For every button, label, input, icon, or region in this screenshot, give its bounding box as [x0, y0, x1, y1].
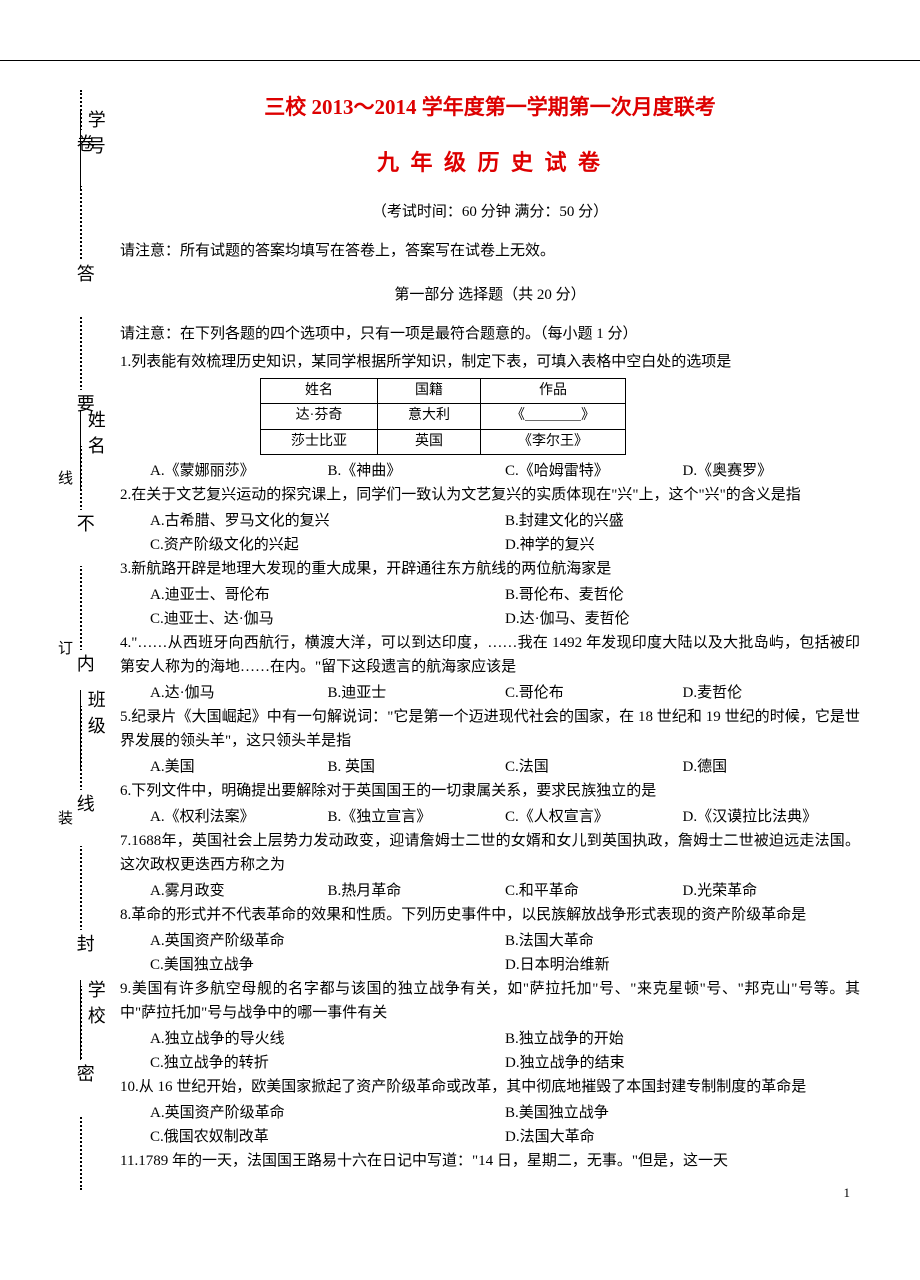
option: A.英国资产阶级革命 — [150, 929, 505, 953]
q4-options: A.达·伽马 B.迪亚士 C.哥伦布 D.麦哲伦 — [120, 681, 860, 705]
question-2: 2.在关于文艺复兴运动的探究课上，同学们一致认为文艺复兴的实质体现在"兴"上，这… — [120, 483, 860, 507]
exam-title: 三校 2013～2014 学年度第一学期第一次月度联考 — [120, 91, 860, 125]
q2-options: A.古希腊、罗马文化的复兴 B.封建文化的兴盛 C.资产阶级文化的兴起 D.神学… — [120, 509, 860, 557]
q9-options: A.独立战争的导火线 B.独立战争的开始 C.独立战争的转折 D.独立战争的结束 — [120, 1027, 860, 1075]
mid-char-2: 订 — [52, 640, 76, 663]
fold-label-7: 封 — [70, 930, 99, 986]
option: B. 英国 — [328, 755, 506, 779]
option: D.《汉谟拉比法典》 — [683, 805, 861, 829]
exam-info: （考试时间：60 分钟 满分：50 分） — [120, 200, 860, 224]
q1-table: 姓名 国籍 作品 达·芬奇 意大利 《＿＿＿＿》 莎士比亚 英国 《李尔王》 — [260, 378, 626, 455]
option: A.美国 — [150, 755, 328, 779]
option: D.光荣革命 — [683, 879, 861, 903]
field-student-id: 学号 — [30, 110, 110, 190]
exam-notice: 请注意：所有试题的答案均填写在答卷上，答案写在试卷上无效。 — [120, 239, 860, 263]
q10-options: A.英国资产阶级革命 B.美国独立战争 C.俄国农奴制改革 D.法国大革命 — [120, 1101, 860, 1149]
option: B.热月革命 — [328, 879, 506, 903]
option: C.美国独立战争 — [150, 953, 505, 977]
table-cell: 英国 — [378, 429, 481, 454]
q8-options: A.英国资产阶级革命 B.法国大革命 C.美国独立战争 D.日本明治维新 — [120, 929, 860, 977]
option: B.迪亚士 — [328, 681, 506, 705]
table-header: 国籍 — [378, 378, 481, 403]
option: D.法国大革命 — [505, 1125, 860, 1149]
option: B.《独立宣言》 — [328, 805, 506, 829]
option: B.封建文化的兴盛 — [505, 509, 860, 533]
option: C.《哈姆雷特》 — [505, 459, 683, 483]
table-cell: 意大利 — [378, 404, 481, 429]
table-header: 作品 — [481, 378, 626, 403]
option: A.《权利法案》 — [150, 805, 328, 829]
question-1: 1.列表能有效梳理历史知识，某同学根据所学知识，制定下表，可填入表格中空白处的选… — [120, 350, 860, 374]
option: D.德国 — [683, 755, 861, 779]
header-rule — [0, 60, 920, 61]
question-3: 3.新航路开辟是地理大发现的重大成果，开辟通往东方航线的两位航海家是 — [120, 557, 860, 581]
table-cell: 莎士比亚 — [261, 429, 378, 454]
table-row: 姓名 国籍 作品 — [261, 378, 626, 403]
option: A.英国资产阶级革命 — [150, 1101, 505, 1125]
option: D.达·伽马、麦哲伦 — [505, 607, 860, 631]
question-9: 9.美国有许多航空母舰的名字都与该国的独立战争有关，如"萨拉托加"号、"来克星顿… — [120, 977, 860, 1025]
question-4: 4."……从西班牙向西航行，横渡大洋，可以到达印度，……我在 1492 年发现印… — [120, 631, 860, 679]
option: B.独立战争的开始 — [505, 1027, 860, 1051]
option: D.《奥赛罗》 — [683, 459, 861, 483]
q3-options: A.迪亚士、哥伦布 B.哥伦布、麦哲伦 C.迪亚士、达·伽马 D.达·伽马、麦哲… — [120, 583, 860, 631]
section-1-instruction: 请注意：在下列各题的四个选项中，只有一项是最符合题意的。（每小题 1 分） — [120, 322, 860, 346]
q1-options: A.《蒙娜丽莎》 B.《神曲》 C.《哈姆雷特》 D.《奥赛罗》 — [120, 459, 860, 483]
option: B.哥伦布、麦哲伦 — [505, 583, 860, 607]
question-5: 5.纪录片《大国崛起》中有一句解说词："它是第一个迈进现代社会的国家，在 18 … — [120, 705, 860, 753]
fold-label-8: 密 — [70, 1060, 99, 1116]
page-number: 1 — [120, 1183, 860, 1204]
fold-label-2: 答 — [70, 260, 99, 316]
field-class: 班级 — [30, 690, 110, 770]
question-8: 8.革命的形式并不代表革命的效果和性质。下列历史事件中，以民族解放战争形式表现的… — [120, 903, 860, 927]
fold-label-4: 不 — [70, 510, 99, 566]
field-label: 学号 — [86, 110, 106, 162]
option: C.和平革命 — [505, 879, 683, 903]
option: C.《人权宣言》 — [505, 805, 683, 829]
option: D.麦哲伦 — [683, 681, 861, 705]
option: B.《神曲》 — [328, 459, 506, 483]
mid-char-1: 线 — [52, 470, 76, 493]
q6-options: A.《权利法案》 B.《独立宣言》 C.《人权宣言》 D.《汉谟拉比法典》 — [120, 805, 860, 829]
field-label: 学校 — [86, 980, 106, 1032]
option: A.迪亚士、哥伦布 — [150, 583, 505, 607]
option: D.日本明治维新 — [505, 953, 860, 977]
option: D.独立战争的结束 — [505, 1051, 860, 1075]
option: B.法国大革命 — [505, 929, 860, 953]
option: C.哥伦布 — [505, 681, 683, 705]
binding-column: 卷 答 要 不 内 线 封 密 学号 姓名 班级 学校 线 订 装 — [30, 90, 110, 1190]
exam-subtitle: 九 年 级 历 史 试 卷 — [120, 145, 860, 180]
table-cell: 《＿＿＿＿》 — [481, 404, 626, 429]
option: C.迪亚士、达·伽马 — [150, 607, 505, 631]
option: A.独立战争的导火线 — [150, 1027, 505, 1051]
section-1-header: 第一部分 选择题（共 20 分） — [120, 283, 860, 307]
field-label: 姓名 — [86, 410, 106, 462]
table-cell: 达·芬奇 — [261, 404, 378, 429]
option: D.神学的复兴 — [505, 533, 860, 557]
question-10: 10.从 16 世纪开始，欧美国家掀起了资产阶级革命或改革，其中彻底地摧毁了本国… — [120, 1075, 860, 1099]
option: B.美国独立战争 — [505, 1101, 860, 1125]
field-school: 学校 — [30, 980, 110, 1060]
table-row: 达·芬奇 意大利 《＿＿＿＿》 — [261, 404, 626, 429]
q5-options: A.美国 B. 英国 C.法国 D.德国 — [120, 755, 860, 779]
option: A.古希腊、罗马文化的复兴 — [150, 509, 505, 533]
mid-char-3: 装 — [52, 810, 76, 833]
table-header: 姓名 — [261, 378, 378, 403]
question-6: 6.下列文件中，明确提出要解除对于英国国王的一切隶属关系，要求民族独立的是 — [120, 779, 860, 803]
option: A.《蒙娜丽莎》 — [150, 459, 328, 483]
option: A.雾月政变 — [150, 879, 328, 903]
field-label: 班级 — [86, 690, 106, 742]
q7-options: A.雾月政变 B.热月革命 C.和平革命 D.光荣革命 — [120, 879, 860, 903]
option: C.俄国农奴制改革 — [150, 1125, 505, 1149]
table-row: 莎士比亚 英国 《李尔王》 — [261, 429, 626, 454]
option: A.达·伽马 — [150, 681, 328, 705]
option: C.法国 — [505, 755, 683, 779]
option: C.独立战争的转折 — [150, 1051, 505, 1075]
exam-page: 卷 答 要 不 内 线 封 密 学号 姓名 班级 学校 线 订 装 三校 201… — [0, 0, 920, 1280]
question-11: 11.1789 年的一天，法国国王路易十六在日记中写道："14 日，星期二，无事… — [120, 1149, 860, 1173]
option: C.资产阶级文化的兴起 — [150, 533, 505, 557]
question-7: 7.1688年，英国社会上层势力发动政变，迎请詹姆士二世的女婿和女儿到英国执政，… — [120, 829, 860, 877]
table-cell: 《李尔王》 — [481, 429, 626, 454]
